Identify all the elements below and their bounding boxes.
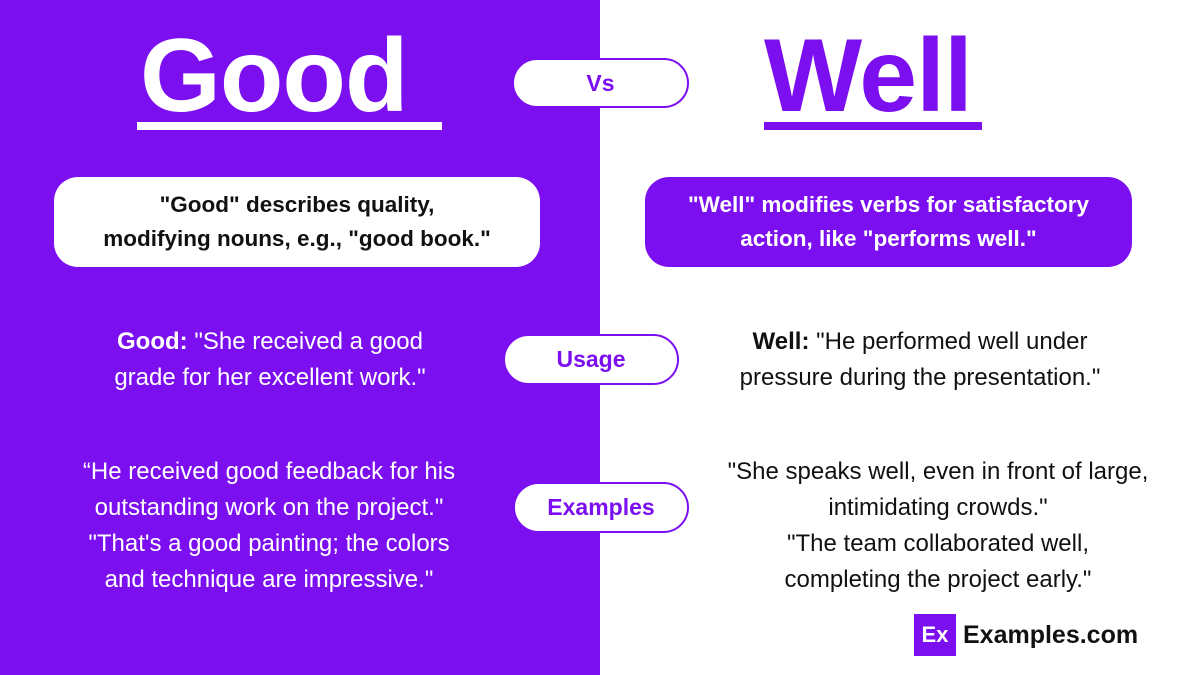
brand-logo[interactable]: Ex Examples.com xyxy=(914,614,1138,656)
good-definition-box: "Good" describes quality, modifying noun… xyxy=(54,177,540,267)
well-usage-line: pressure during the presentation." xyxy=(739,364,1101,391)
well-panel xyxy=(600,0,1200,675)
good-definition-line: "Good" describes quality, xyxy=(159,192,435,217)
well-usage-label: Well: xyxy=(752,328,810,355)
well-example-line: "The team collaborated well, xyxy=(786,530,1089,557)
good-examples-text: “He received good feedback for his outst… xyxy=(30,454,508,598)
well-usage-text: Well: "He performed well under pressure … xyxy=(690,324,1150,396)
good-example-line: “He received good feedback for his xyxy=(82,458,456,485)
good-title-underline xyxy=(137,122,442,130)
good-title: Good xyxy=(140,18,408,134)
well-definition-box: "Well" modifies verbs for satisfactory a… xyxy=(645,177,1132,267)
good-example-line: outstanding work on the project." xyxy=(94,494,444,521)
examples-pill: Examples xyxy=(513,482,689,533)
well-definition-line: action, like "performs well." xyxy=(740,226,1037,251)
good-usage-text: Good: "She received a good grade for her… xyxy=(50,324,490,396)
good-usage-line: "She received a good xyxy=(194,328,423,355)
well-example-line: "She speaks well, even in front of large… xyxy=(727,458,1149,485)
well-definition-line: "Well" modifies verbs for satisfactory xyxy=(687,192,1090,217)
brand-name: Examples.com xyxy=(963,620,1139,649)
vs-pill: Vs xyxy=(512,58,689,108)
good-panel xyxy=(0,0,600,675)
well-usage-line: "He performed well under xyxy=(816,328,1088,355)
good-usage-label: Good: xyxy=(117,328,188,355)
well-example-line: completing the project early." xyxy=(784,566,1092,593)
well-example-line: intimidating crowds." xyxy=(828,494,1048,521)
well-title-underline xyxy=(764,122,982,130)
well-examples-text: "She speaks well, even in front of large… xyxy=(688,454,1188,598)
brand-badge-icon: Ex xyxy=(914,614,956,656)
good-example-line: "That's a good painting; the colors xyxy=(88,530,450,557)
good-example-line: and technique are impressive." xyxy=(104,566,434,593)
good-usage-line: grade for her excellent work." xyxy=(114,364,426,391)
well-title: Well xyxy=(764,18,973,134)
good-definition-line: modifying nouns, e.g., "good book." xyxy=(103,226,491,251)
usage-pill: Usage xyxy=(503,334,679,385)
